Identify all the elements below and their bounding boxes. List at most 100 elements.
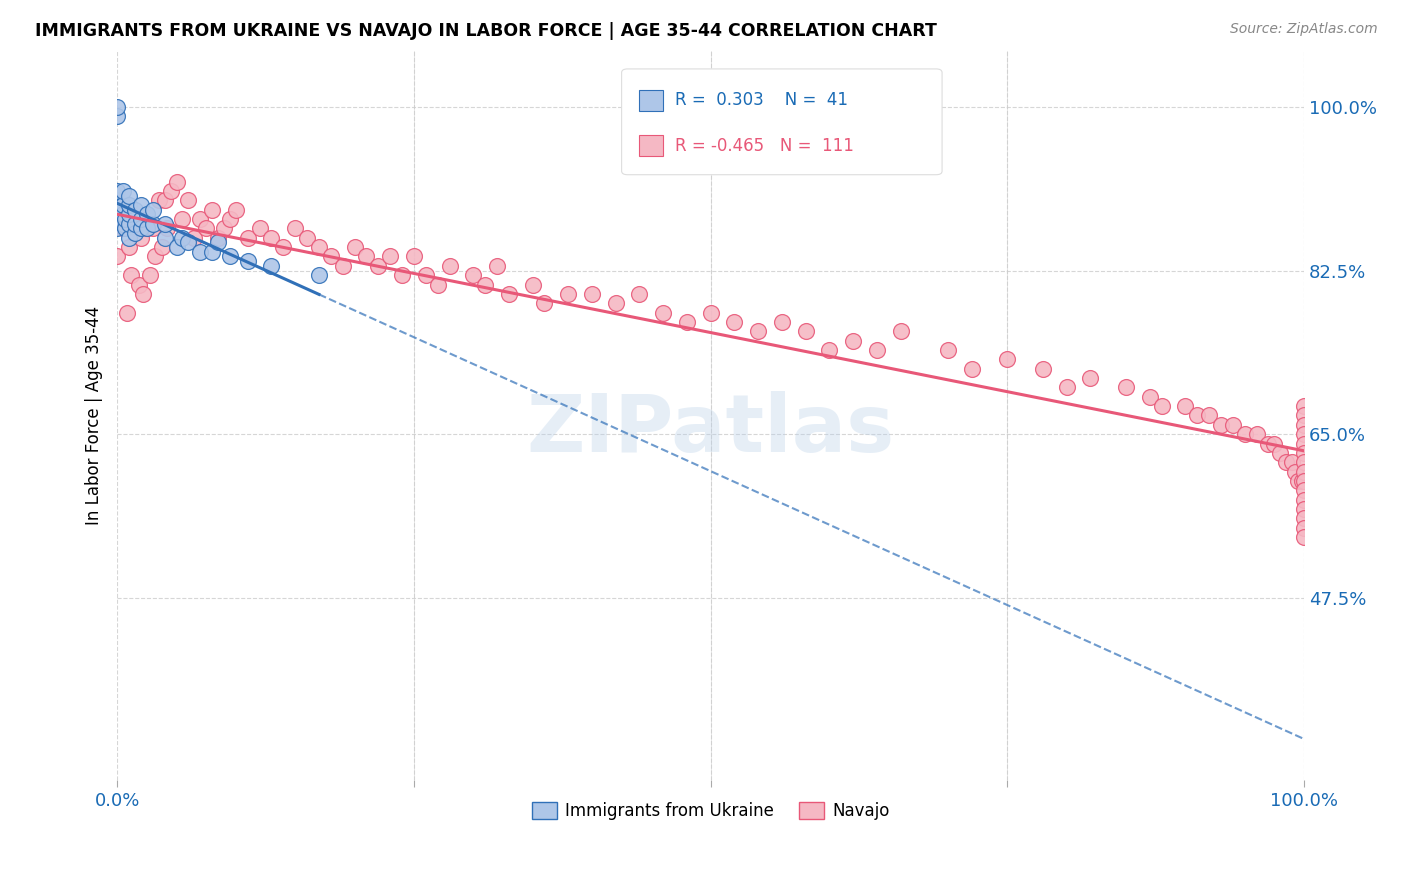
Point xyxy=(995,352,1018,367)
Point xyxy=(960,361,983,376)
Bar xyxy=(640,90,664,111)
Point xyxy=(112,207,135,221)
Point xyxy=(129,198,152,212)
Point xyxy=(1294,530,1316,544)
Point xyxy=(343,240,366,254)
Point xyxy=(1281,455,1303,469)
Point xyxy=(1286,474,1309,488)
Point xyxy=(124,217,146,231)
Point xyxy=(188,244,211,259)
Point xyxy=(1246,427,1268,442)
Point xyxy=(1294,465,1316,479)
Text: R =  0.303    N =  41: R = 0.303 N = 41 xyxy=(675,91,848,110)
Point xyxy=(195,221,218,235)
Point xyxy=(124,221,146,235)
Point xyxy=(308,240,330,254)
Point xyxy=(1294,474,1316,488)
Point xyxy=(118,198,141,212)
Point xyxy=(605,296,627,310)
Point xyxy=(172,231,194,245)
Point xyxy=(1198,409,1220,423)
Point xyxy=(177,235,200,250)
Point xyxy=(1187,409,1209,423)
Point xyxy=(115,305,138,319)
Point xyxy=(135,221,157,235)
Point xyxy=(889,324,911,338)
Point xyxy=(118,217,141,231)
Point xyxy=(112,184,135,198)
Point xyxy=(426,277,449,292)
Point xyxy=(260,259,283,273)
Point xyxy=(219,250,242,264)
Point xyxy=(105,100,128,114)
Point xyxy=(1294,455,1316,469)
Point xyxy=(295,231,318,245)
Point xyxy=(1263,436,1285,450)
Point xyxy=(273,240,295,254)
Point xyxy=(936,343,959,357)
Point xyxy=(118,188,141,202)
Point xyxy=(1257,436,1279,450)
Point xyxy=(177,194,200,208)
Point xyxy=(794,324,817,338)
Point xyxy=(114,221,136,235)
Point xyxy=(557,286,579,301)
Point xyxy=(1080,371,1102,385)
Point xyxy=(219,212,242,227)
Point xyxy=(148,194,170,208)
Point xyxy=(770,315,793,329)
Point xyxy=(105,221,128,235)
Text: ZIPatlas: ZIPatlas xyxy=(526,391,894,469)
Point xyxy=(105,194,128,208)
Point xyxy=(118,240,141,254)
Point xyxy=(319,250,342,264)
Point xyxy=(105,198,128,212)
Bar xyxy=(640,136,664,156)
Point xyxy=(1275,455,1298,469)
Text: Source: ZipAtlas.com: Source: ZipAtlas.com xyxy=(1230,22,1378,37)
Point xyxy=(156,221,179,235)
Point xyxy=(1115,380,1137,394)
Point xyxy=(236,254,259,268)
Point xyxy=(112,198,135,212)
Text: IMMIGRANTS FROM UKRAINE VS NAVAJO IN LABOR FORCE | AGE 35-44 CORRELATION CHART: IMMIGRANTS FROM UKRAINE VS NAVAJO IN LAB… xyxy=(35,22,936,40)
Point xyxy=(380,250,402,264)
Point xyxy=(1294,492,1316,507)
Point xyxy=(112,221,135,235)
Point xyxy=(522,277,544,292)
Point xyxy=(105,202,128,217)
Point xyxy=(1032,361,1054,376)
Point xyxy=(212,221,235,235)
Point xyxy=(1150,399,1173,413)
Point xyxy=(402,250,425,264)
Point xyxy=(135,221,157,235)
Point xyxy=(260,231,283,245)
Point xyxy=(498,286,520,301)
Point xyxy=(142,221,165,235)
Point xyxy=(129,212,152,227)
Point xyxy=(1291,474,1313,488)
Point xyxy=(132,286,155,301)
Point xyxy=(142,217,165,231)
Point xyxy=(105,194,128,208)
Point xyxy=(533,296,555,310)
Point xyxy=(105,212,128,227)
Point xyxy=(699,305,721,319)
Point xyxy=(120,268,142,282)
Point xyxy=(118,207,141,221)
Point xyxy=(415,268,437,282)
Point xyxy=(207,235,229,250)
Point xyxy=(172,212,194,227)
Point xyxy=(1209,417,1232,432)
Point xyxy=(153,194,176,208)
Point xyxy=(139,268,162,282)
Point xyxy=(201,202,224,217)
Point xyxy=(128,277,150,292)
Point xyxy=(818,343,841,357)
Point xyxy=(1294,502,1316,516)
Point xyxy=(1294,446,1316,460)
Point xyxy=(439,259,461,273)
Point xyxy=(463,268,485,282)
Point xyxy=(485,259,508,273)
Point xyxy=(1233,427,1256,442)
